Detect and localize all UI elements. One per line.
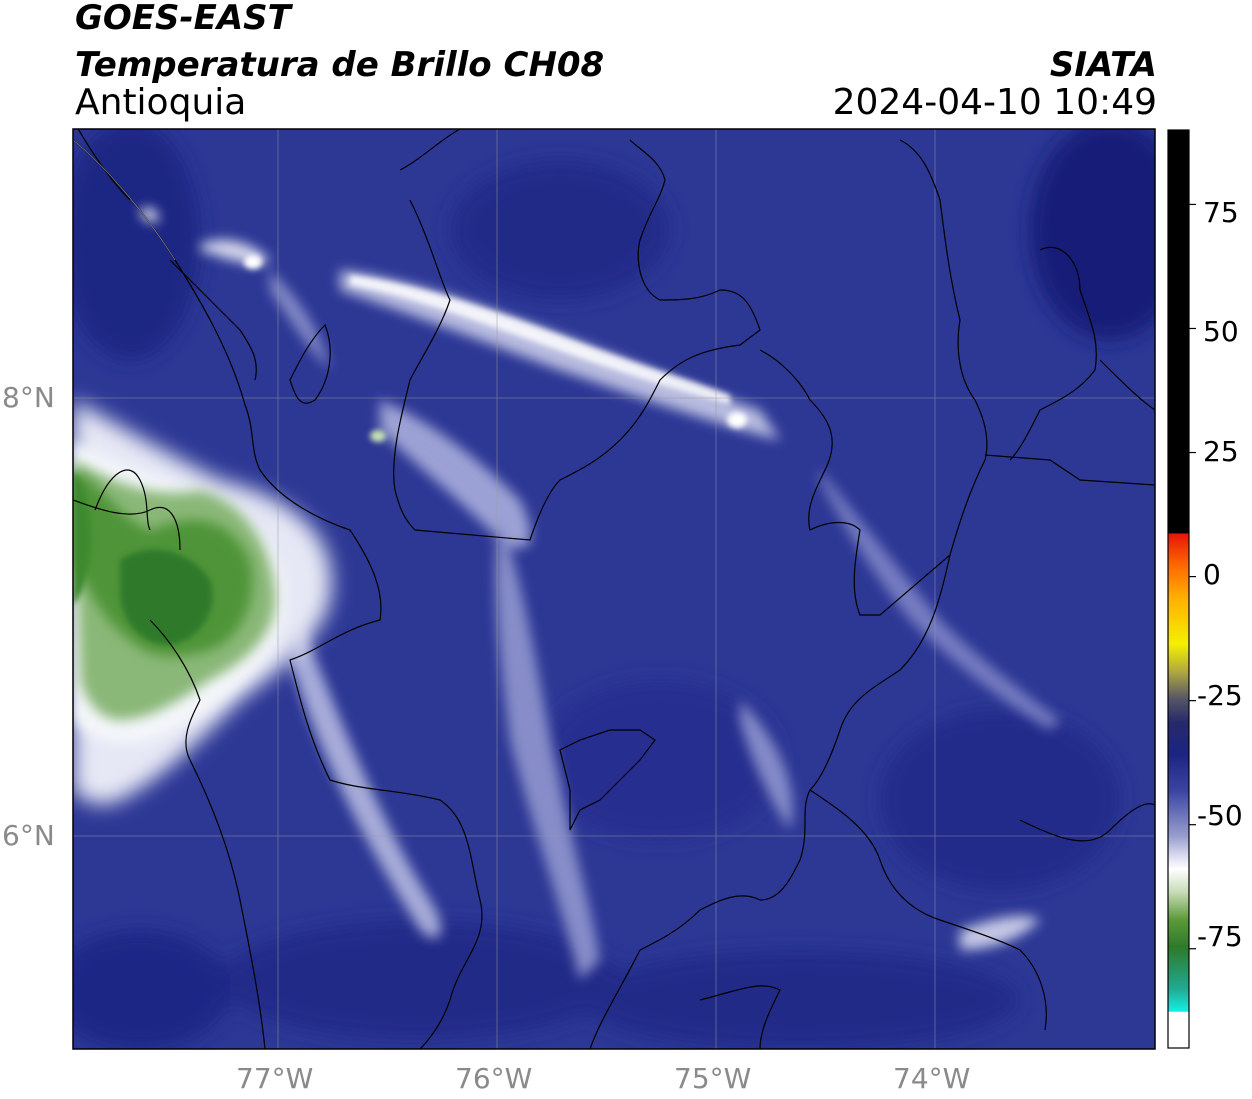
colorbar-tick-label: -75 [1197,920,1243,953]
bright-ridge [244,255,747,442]
colorbar-tick-label: 50 [1203,315,1239,348]
source-label: SIATA [1049,45,1157,85]
colorbar-tick-label: -50 [1197,799,1243,832]
datetime-label: 2024-04-10 10:49 [832,82,1157,123]
lon-tick-label: 75°W [674,1062,752,1095]
colorbar-tick-label: 0 [1203,558,1221,591]
satellite-title: GOES-EAST [75,0,291,38]
colorbar-tick-label: 25 [1203,435,1239,468]
colorbar-tick-label: 75 [1203,196,1239,229]
product-title: Temperatura de Brillo CH08 [75,45,605,85]
colorbar-gradient [1168,130,1189,1048]
lat-tick-label: 8°N [2,381,55,414]
lon-tick-label: 74°W [893,1062,971,1095]
region-label: Antioquia [75,82,247,123]
lat-tick-label: 6°N [2,819,55,852]
lon-tick-label: 76°W [455,1062,533,1095]
administrative-borders [73,129,1155,1049]
gridlines [73,129,1155,1049]
map-frame [72,128,1156,1050]
colorbar-frame [1167,129,1190,1049]
cold-dark-regions [73,129,1155,1049]
colorbar [1167,129,1196,1049]
colorbar-tick-label: -25 [1197,679,1243,712]
lon-tick-label: 77°W [236,1062,314,1095]
clear-region-west [73,400,332,805]
map-panel [73,129,1155,1049]
colorbar-ticks [1189,203,1196,950]
